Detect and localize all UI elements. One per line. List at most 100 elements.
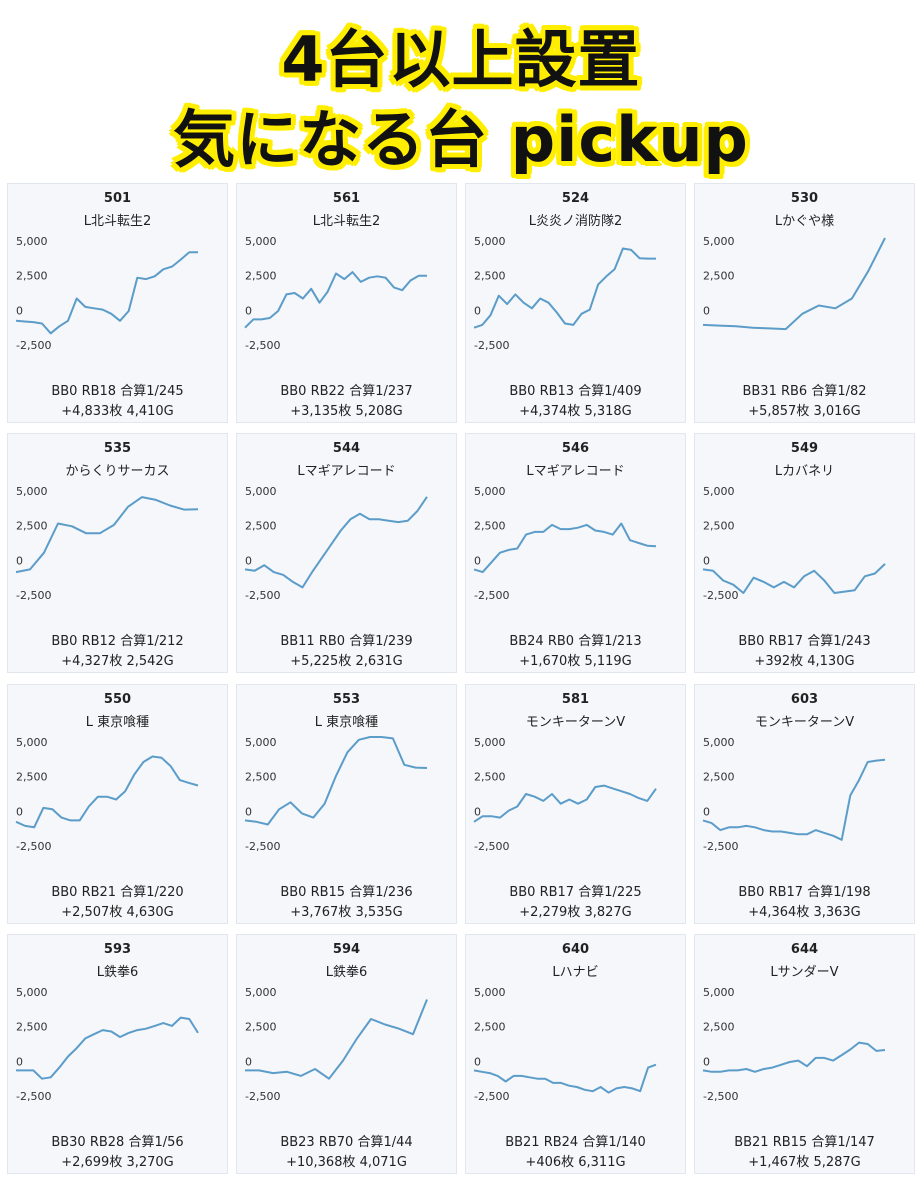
machine-card: 644 LサンダーV 5,000 2,500 0 -2,500 BB21 RB15 合算1/… (694, 934, 915, 1174)
y-tick-label: 5,000 (703, 736, 735, 749)
machine-number: 644 (790, 942, 819, 957)
bonus-stats: BB0 RB17 合算1/198 (738, 885, 871, 900)
y-tick-label: 0 (474, 554, 481, 567)
slump-line (245, 999, 428, 1080)
slump-line (702, 758, 886, 841)
slump-chart: 5,000 2,500 0 (702, 235, 886, 331)
y-tick-label: -2,500 (474, 1090, 509, 1103)
machine-name: L北斗転生2 (83, 214, 152, 229)
bonus-stats: BB0 RB13 合算1/409 (509, 384, 642, 399)
y-tick-label: 2,500 (703, 520, 735, 533)
slump-chart: 5,000 2,500 0 -2,500 (702, 736, 886, 853)
machine-number: 524 (561, 191, 590, 206)
y-tick-label: -2,500 (16, 1090, 51, 1103)
machine-number: 594 (332, 942, 361, 957)
bonus-stats: BB11 RB0 合算1/239 (280, 634, 413, 649)
y-tick-label: 2,500 (245, 270, 277, 283)
y-tick-label: 0 (703, 304, 710, 317)
payout-result: +392枚 4,130G (754, 654, 855, 669)
machine-card: 594 L鉄拳6 5,000 2,500 0 -2,500 BB23 RB70 合算1/44… (236, 934, 457, 1174)
machine-card: 544 Lマギアレコード 5,000 2,500 0 -2,500 BB11 RB0 合算1… (236, 433, 457, 673)
slump-chart: 5,000 2,500 0 -2,500 (702, 485, 886, 602)
machine-name: からくりサーカス (65, 464, 170, 479)
bonus-stats: BB23 RB70 合算1/44 (280, 1135, 413, 1150)
machine-card: 593 L鉄拳6 5,000 2,500 0 -2,500 BB30 RB28 合算1/56… (7, 934, 228, 1174)
machine-name: Lかぐや様 (774, 214, 835, 229)
y-tick-label: 2,500 (16, 771, 48, 784)
slump-chart: 5,000 2,500 0 -2,500 (473, 485, 657, 602)
slump-chart: 5,000 2,500 0 -2,500 (473, 986, 657, 1103)
headline-line-2: 気になる台 pickup (173, 103, 749, 176)
machine-number: 544 (332, 441, 361, 456)
payout-result: +406枚 6,311G (525, 1155, 626, 1170)
slump-line (16, 1016, 199, 1080)
machine-name: モンキーターンV (525, 715, 626, 730)
payout-result: +4,364枚 3,363G (748, 905, 861, 920)
slump-line (244, 736, 428, 826)
y-tick-label: 2,500 (16, 270, 48, 283)
y-tick-label: 5,000 (474, 235, 506, 248)
machine-number: 593 (103, 942, 132, 957)
machine-number: 501 (103, 191, 132, 206)
bonus-stats: BB0 RB18 合算1/245 (51, 384, 184, 399)
payout-result: +3,135枚 5,208G (290, 404, 403, 419)
machine-name: L鉄拳6 (325, 965, 368, 980)
bonus-stats: BB0 RB17 合算1/243 (738, 634, 871, 649)
y-tick-label: 0 (474, 304, 481, 317)
slump-chart: 5,000 2,500 0 -2,500 (244, 235, 427, 352)
y-tick-label: 5,000 (16, 235, 48, 248)
bonus-stats: BB0 RB15 合算1/236 (280, 885, 413, 900)
y-tick-label: 2,500 (16, 1021, 48, 1034)
y-tick-label: 0 (16, 805, 23, 818)
y-tick-label: -2,500 (16, 589, 51, 602)
y-tick-label: 2,500 (703, 270, 735, 283)
slump-chart: 5,000 2,500 0 -2,500 (473, 736, 657, 853)
headline-line-1: 4台以上設置 (281, 23, 641, 96)
machine-name: Lマギアレコード (526, 464, 625, 479)
machine-card: 524 L炎炎ノ消防隊2 5,000 2,500 0 -2,500 BB0 RB13 合算1… (465, 183, 686, 423)
y-tick-label: 0 (703, 1055, 710, 1068)
slump-line (473, 522, 657, 574)
bonus-stats: BB31 RB6 合算1/82 (742, 384, 867, 399)
payout-result: +5,857枚 3,016G (748, 404, 861, 419)
payout-result: +10,368枚 4,071G (286, 1155, 407, 1170)
y-tick-label: 0 (245, 554, 252, 567)
payout-result: +4,374枚 5,318G (519, 404, 632, 419)
y-tick-label: -2,500 (16, 840, 51, 853)
bonus-stats: BB24 RB0 合算1/213 (509, 634, 642, 649)
bonus-stats: BB0 RB17 合算1/225 (509, 885, 642, 900)
slump-line (702, 563, 886, 594)
machine-name: Lマギアレコード (297, 464, 396, 479)
machine-number: 546 (561, 441, 590, 456)
machine-number: 530 (790, 191, 819, 206)
y-tick-label: 2,500 (245, 771, 277, 784)
machine-card: 553 L 東京喰種 5,000 2,500 0 -2,500 BB0 RB15 合算1/2… (236, 684, 457, 924)
y-tick-label: 2,500 (703, 771, 735, 784)
slump-chart: 5,000 2,500 0 -2,500 (702, 986, 886, 1103)
y-tick-label: 5,000 (474, 485, 506, 498)
machine-name: L 東京喰種 (314, 715, 379, 730)
machine-number: 561 (332, 191, 361, 206)
bonus-stats: BB21 RB24 合算1/140 (505, 1135, 646, 1150)
y-tick-label: 0 (703, 805, 710, 818)
machine-number: 553 (332, 692, 361, 707)
machine-card: 550 L 東京喰種 5,000 2,500 0 -2,500 BB0 RB21 合算1/2… (7, 684, 228, 924)
slump-chart: 5,000 2,500 0 -2,500 (244, 485, 428, 602)
y-tick-label: 5,000 (245, 485, 277, 498)
slump-line (244, 496, 428, 589)
y-tick-label: 2,500 (474, 771, 506, 784)
y-tick-label: 0 (245, 304, 252, 317)
y-tick-label: 0 (16, 1055, 23, 1068)
payout-result: +2,507枚 4,630G (61, 905, 174, 920)
y-tick-label: -2,500 (474, 339, 509, 352)
payout-result: +3,767枚 3,535G (290, 905, 403, 920)
machine-number: 535 (103, 441, 132, 456)
machine-card: 581 モンキーターンV 5,000 2,500 0 -2,500 BB0 RB17 合算1… (465, 684, 686, 924)
machine-card: 603 モンキーターンV 5,000 2,500 0 -2,500 BB0 RB17 合算1… (694, 684, 915, 924)
slump-chart: 5,000 2,500 0 -2,500 (16, 986, 199, 1103)
machine-name: L北斗転生2 (312, 214, 381, 229)
y-tick-label: 5,000 (245, 986, 277, 999)
machine-card: 549 Lカバネリ 5,000 2,500 0 -2,500 BB0 RB17 合算1/24… (694, 433, 915, 673)
slump-chart: 5,000 2,500 0 -2,500 (244, 736, 428, 853)
slump-chart: 5,000 2,500 0 -2,500 (15, 485, 199, 602)
